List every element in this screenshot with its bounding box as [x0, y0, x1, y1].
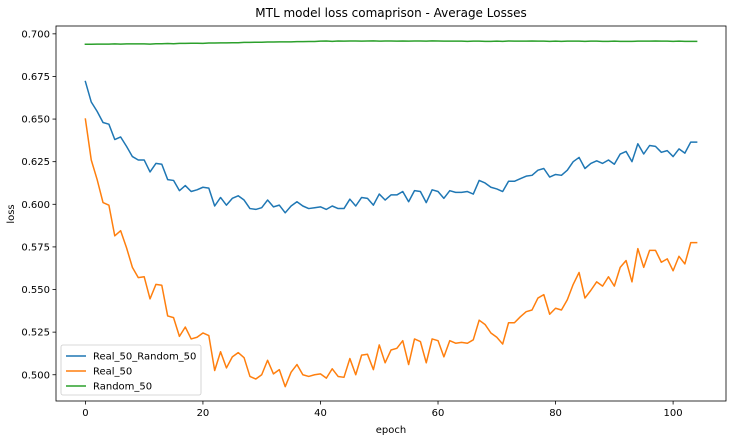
legend-box: [60, 344, 202, 396]
plot-frame: [55, 25, 727, 402]
x-tick-label: 20: [197, 408, 210, 419]
series-line-real-50: [84, 118, 698, 388]
plot-background: [56, 26, 726, 401]
y-tick-label: 0.575: [21, 242, 50, 253]
legend-label: Real_50: [93, 367, 132, 378]
y-tick-label: 0.500: [21, 370, 50, 381]
y-tick-label: 0.550: [21, 285, 50, 296]
series-line-random-50: [84, 40, 698, 45]
x-tick-label: 60: [432, 408, 445, 419]
x-axis: 0 20 40 60 80 100: [82, 401, 683, 419]
y-tick-label: 0.700: [21, 29, 50, 40]
legend-label: Random_50: [93, 382, 152, 393]
plot-area: [55, 25, 727, 402]
x-tick-label: 100: [664, 408, 683, 419]
x-tick-label: 40: [314, 408, 327, 419]
y-tick-label: 0.525: [21, 328, 50, 339]
y-tick-label: 0.675: [21, 72, 50, 83]
series-line-real-50-random-50: [84, 80, 698, 214]
x-tick-label: 0: [82, 408, 88, 419]
chart-title: MTL model loss comaprison - Average Loss…: [255, 6, 526, 20]
y-tick-label: 0.650: [21, 115, 50, 126]
x-tick-label: 80: [549, 408, 562, 419]
y-axis: 0.500 0.525 0.550 0.575 0.600 0.625 0.650 0.675…: [21, 29, 56, 381]
legend: Real_50_Random_50 Real_50 Random_50: [60, 344, 202, 396]
y-tick-label: 0.625: [21, 157, 50, 168]
x-axis-label: epoch: [376, 425, 406, 436]
y-tick-label: 0.600: [21, 200, 50, 211]
y-axis-label: loss: [6, 204, 17, 223]
legend-label: Real_50_Random_50: [93, 352, 196, 363]
